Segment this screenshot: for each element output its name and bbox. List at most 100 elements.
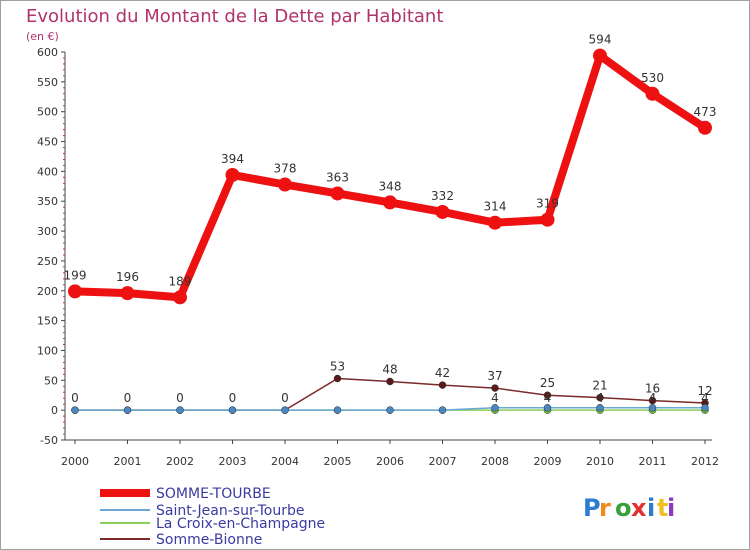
data-point <box>701 404 709 412</box>
chart-series <box>68 48 712 414</box>
data-label: 189 <box>169 274 192 288</box>
data-label: 348 <box>379 179 402 193</box>
data-label: 332 <box>431 189 454 203</box>
data-point <box>435 204 450 219</box>
data-point <box>330 186 345 201</box>
data-point <box>648 404 657 412</box>
y-tick-label: 0 <box>51 404 58 417</box>
data-point <box>120 286 135 301</box>
data-label: 0 <box>176 391 184 405</box>
y-tick-label: 600 <box>37 46 58 59</box>
y-tick-label: 150 <box>37 315 58 328</box>
data-label: 25 <box>540 376 555 390</box>
data-point <box>491 404 499 412</box>
data-point <box>491 384 499 392</box>
chart-data-labels: 199 196 189 394 378 363 348 332 314 319 594 53 0 473 0… <box>64 33 717 406</box>
x-tick-label: 2000 <box>61 455 89 468</box>
data-point <box>438 406 447 414</box>
x-tick-label: 2004 <box>271 455 299 468</box>
legend-label: Somme-Bionne <box>156 532 262 548</box>
data-point <box>333 406 342 414</box>
data-point <box>540 212 555 227</box>
data-point <box>438 381 447 389</box>
y-tick-label: -50 <box>40 434 58 447</box>
data-point <box>225 167 240 182</box>
data-point <box>596 404 604 412</box>
chart-axes: -500501001502002503003504004505005506002… <box>37 46 719 468</box>
data-point <box>173 290 187 305</box>
data-label: 4 <box>544 391 552 405</box>
x-tick-label: 2001 <box>114 455 142 468</box>
data-point <box>333 374 342 383</box>
x-tick-label: 2012 <box>691 455 719 468</box>
data-point <box>68 284 82 299</box>
data-label: 378 <box>274 162 297 176</box>
y-tick-label: 200 <box>37 285 58 298</box>
data-label: 12 <box>697 384 712 398</box>
chart-subtitle: (en €) <box>26 30 59 43</box>
data-label: 37 <box>487 369 502 383</box>
data-label: 199 <box>64 268 87 282</box>
data-point <box>488 215 502 230</box>
x-tick-label: 2011 <box>639 455 667 468</box>
data-point <box>593 48 607 63</box>
data-point <box>176 406 184 414</box>
data-label: 0 <box>281 391 289 405</box>
data-label: 4 <box>491 391 499 405</box>
data-point <box>596 393 604 402</box>
logo-letter: t <box>657 494 668 522</box>
data-label: 53 <box>330 360 345 374</box>
data-label: 363 <box>326 170 349 184</box>
data-label: 0 <box>71 391 79 405</box>
data-point <box>383 195 397 210</box>
data-point <box>281 406 289 414</box>
data-label: 473 <box>694 105 717 119</box>
data-label: 4 <box>701 391 709 405</box>
logo-letter: r <box>599 494 611 522</box>
data-point <box>543 391 552 399</box>
x-tick-label: 2007 <box>429 455 457 468</box>
data-point <box>386 406 394 414</box>
data-label: 42 <box>435 366 450 380</box>
logo-letter: o <box>615 494 632 522</box>
data-label: 16 <box>645 382 660 396</box>
logo-letter: P <box>583 494 601 522</box>
proxiti-logo: Pr o x i ti <box>583 494 675 522</box>
y-tick-label: 300 <box>37 225 58 238</box>
x-tick-label: 2002 <box>166 455 194 468</box>
data-point <box>386 377 394 386</box>
data-label: 4 <box>649 391 657 405</box>
legend-label: SOMME-TOURBE <box>156 486 271 502</box>
data-label: 21 <box>592 379 607 393</box>
data-label: 0 <box>229 391 237 405</box>
data-point <box>645 86 660 101</box>
y-tick-label: 550 <box>37 76 58 89</box>
y-tick-label: 100 <box>37 344 58 357</box>
data-point <box>123 406 132 414</box>
x-tick-label: 2010 <box>586 455 614 468</box>
data-label: 319 <box>536 197 559 211</box>
y-tick-label: 50 <box>44 374 58 387</box>
data-label: 394 <box>221 152 244 166</box>
data-label: 314 <box>484 200 507 214</box>
data-label: 196 <box>116 270 139 284</box>
legend-label: Saint-Jean-sur-Tourbe <box>156 503 304 519</box>
data-label: 0 <box>124 391 132 405</box>
x-tick-label: 2005 <box>324 455 352 468</box>
y-tick-label: 250 <box>37 255 58 268</box>
x-tick-label: 2008 <box>481 455 509 468</box>
series-line-0 <box>71 51 709 302</box>
logo-letter: i <box>647 494 655 522</box>
data-point <box>278 177 292 192</box>
data-point <box>228 406 237 414</box>
data-point <box>543 404 552 412</box>
data-label: 594 <box>589 33 612 47</box>
x-tick-label: 2009 <box>534 455 562 468</box>
x-tick-label: 2003 <box>219 455 247 468</box>
data-label: 48 <box>382 363 397 377</box>
legend-label: La Croix-en-Champagne <box>156 516 325 532</box>
y-tick-label: 400 <box>37 165 58 178</box>
